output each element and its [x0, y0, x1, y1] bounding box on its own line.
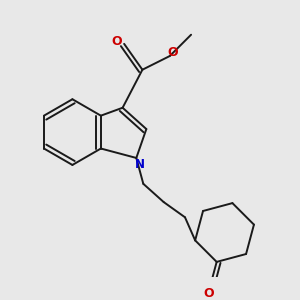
Text: N: N: [135, 158, 145, 171]
Text: O: O: [167, 46, 178, 59]
Text: O: O: [111, 35, 122, 48]
Text: O: O: [203, 287, 214, 300]
